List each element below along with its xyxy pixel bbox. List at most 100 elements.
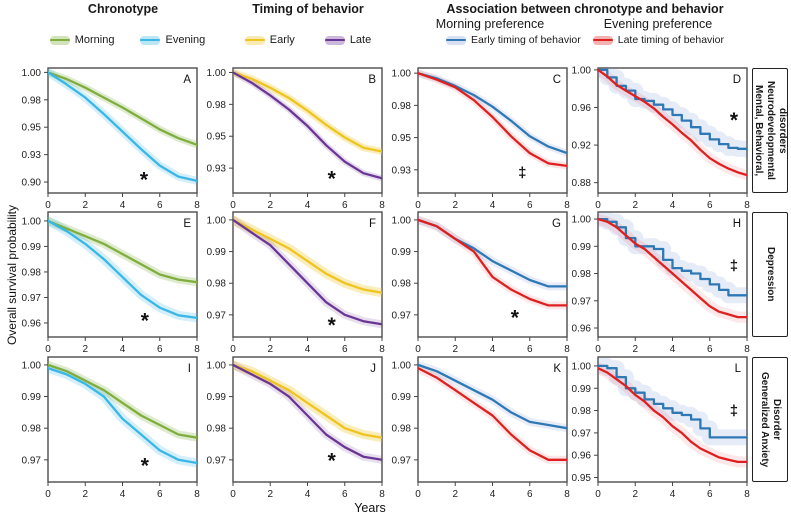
x-axis-label: Years bbox=[354, 501, 386, 515]
significance-marker: * bbox=[511, 306, 520, 329]
y-tick-label: 0.99 bbox=[392, 247, 412, 258]
panel-F: 1.00 0.99 0.98 0.97 0 2 4 6 8 * F bbox=[207, 211, 385, 355]
x-tick-label: 0 bbox=[230, 200, 236, 211]
x-tick-label: 6 bbox=[342, 200, 348, 211]
x-tick-label: 8 bbox=[564, 344, 570, 355]
panel-letter: E bbox=[183, 218, 191, 230]
y-tick-label: 0.98 bbox=[22, 95, 42, 106]
plot-box-C bbox=[417, 67, 568, 194]
y-tick-label: 0.98 bbox=[392, 424, 412, 435]
panel-letter: H bbox=[733, 218, 741, 230]
significance-marker: * bbox=[141, 454, 150, 477]
panel-letter: J bbox=[370, 363, 376, 375]
x-tick-label: 8 bbox=[564, 489, 570, 500]
early-timing-line-icon bbox=[446, 35, 467, 45]
x-tick-label: 2 bbox=[452, 489, 458, 500]
y-tick-label: 0.99 bbox=[572, 384, 592, 395]
y-tick-label: 0.98 bbox=[22, 424, 42, 435]
x-tick-label: 2 bbox=[82, 344, 88, 355]
significance-marker: * bbox=[328, 168, 337, 191]
significance-marker: * bbox=[730, 109, 739, 132]
y-tick-label: 0.99 bbox=[572, 242, 592, 253]
x-tick-label: 0 bbox=[45, 344, 51, 355]
panel-letter: D bbox=[733, 74, 741, 86]
x-tick-label: 8 bbox=[194, 200, 200, 211]
x-tick-label: 4 bbox=[305, 344, 311, 355]
y-tick-label: 1.00 bbox=[207, 215, 227, 226]
evening-line-icon bbox=[140, 35, 161, 45]
y-tick-label: 0.90 bbox=[22, 178, 42, 189]
survival-curve bbox=[418, 218, 567, 307]
y-tick-label: 0.98 bbox=[207, 100, 227, 111]
x-tick-label: 4 bbox=[670, 344, 676, 355]
x-tick-label: 2 bbox=[82, 489, 88, 500]
legend-label-evening: Evening bbox=[165, 34, 206, 46]
plot-box-K bbox=[417, 356, 568, 483]
x-tick-label: 0 bbox=[595, 344, 601, 355]
x-tick-label: 6 bbox=[342, 489, 348, 500]
y-tick-label: 0.97 bbox=[572, 428, 592, 439]
y-tick-label: 1.00 bbox=[572, 361, 592, 372]
significance-marker: * bbox=[141, 310, 150, 333]
y-tick-label: 1.00 bbox=[572, 65, 592, 76]
panel-K: 1.00 0.99 0.98 0.97 0 2 4 6 8 K bbox=[392, 356, 570, 500]
x-tick-label: 4 bbox=[305, 489, 311, 500]
y-tick-label: 0.98 bbox=[207, 424, 227, 435]
x-tick-label: 8 bbox=[744, 489, 750, 500]
significance-marker: * bbox=[140, 168, 149, 191]
survival-curve bbox=[418, 366, 567, 461]
y-tick-label: 0.99 bbox=[207, 392, 227, 403]
legend-item-early-timing: Early timing of behavior bbox=[446, 34, 581, 46]
survival-curve bbox=[418, 72, 567, 168]
survival-curve bbox=[598, 367, 747, 464]
early-line-icon bbox=[244, 35, 265, 45]
legend-item-early: Early bbox=[244, 34, 295, 46]
x-tick-label: 8 bbox=[564, 200, 570, 211]
title-association: Association between chronotype and behav… bbox=[446, 2, 724, 16]
panel-letter: C bbox=[553, 74, 561, 86]
legend-timing: Early Late bbox=[233, 34, 383, 46]
y-tick-label: 0.96 bbox=[22, 318, 42, 329]
survival-curve bbox=[598, 217, 747, 319]
y-tick-label: 0.98 bbox=[572, 406, 592, 417]
significance-marker: ‡ bbox=[730, 403, 738, 420]
legend-label-late-timing: Late timing of behavior bbox=[617, 34, 724, 46]
survival-curve bbox=[598, 364, 747, 439]
survival-curve bbox=[233, 218, 382, 294]
legend-item-evening: Evening bbox=[140, 34, 205, 46]
x-tick-label: 8 bbox=[379, 200, 385, 211]
panel-letter: A bbox=[183, 74, 191, 86]
row-label-depression: Depression bbox=[752, 212, 788, 337]
survival-curve bbox=[48, 71, 197, 183]
panel-letter: F bbox=[369, 218, 376, 230]
legend-item-late: Late bbox=[324, 34, 371, 46]
x-tick-label: 6 bbox=[157, 200, 163, 211]
panel-I: 1.00 0.99 0.98 0.97 0 2 4 6 8 * I bbox=[22, 356, 200, 500]
morning-line-icon bbox=[49, 35, 70, 45]
legend-item-morning: Morning bbox=[49, 34, 114, 46]
x-tick-label: 4 bbox=[120, 489, 126, 500]
survival-curve bbox=[598, 217, 747, 297]
y-tick-label: 0.99 bbox=[22, 392, 42, 403]
y-tick-label: 1.00 bbox=[207, 360, 227, 371]
y-tick-label: 0.95 bbox=[207, 132, 227, 143]
x-tick-label: 2 bbox=[632, 344, 638, 355]
y-tick-label: 1.00 bbox=[207, 68, 227, 79]
panel-C: 1.00 0.98 0.95 0.93 0 2 4 6 8 ‡ C bbox=[392, 67, 570, 211]
significance-marker: ‡ bbox=[730, 257, 738, 274]
y-tick-label: 1.00 bbox=[22, 216, 42, 227]
x-tick-label: 6 bbox=[157, 344, 163, 355]
x-tick-label: 8 bbox=[744, 200, 750, 211]
y-tick-label: 0.99 bbox=[392, 392, 412, 403]
x-tick-label: 2 bbox=[452, 200, 458, 211]
panel-letter: K bbox=[553, 363, 561, 375]
y-tick-label: 0.97 bbox=[207, 310, 227, 321]
x-tick-label: 2 bbox=[267, 489, 273, 500]
survival-curve bbox=[48, 366, 197, 465]
significance-marker: ‡ bbox=[518, 164, 526, 181]
x-tick-label: 8 bbox=[194, 344, 200, 355]
x-tick-label: 6 bbox=[707, 344, 713, 355]
panel-letter: I bbox=[188, 363, 191, 375]
panel-letter: B bbox=[368, 74, 376, 86]
